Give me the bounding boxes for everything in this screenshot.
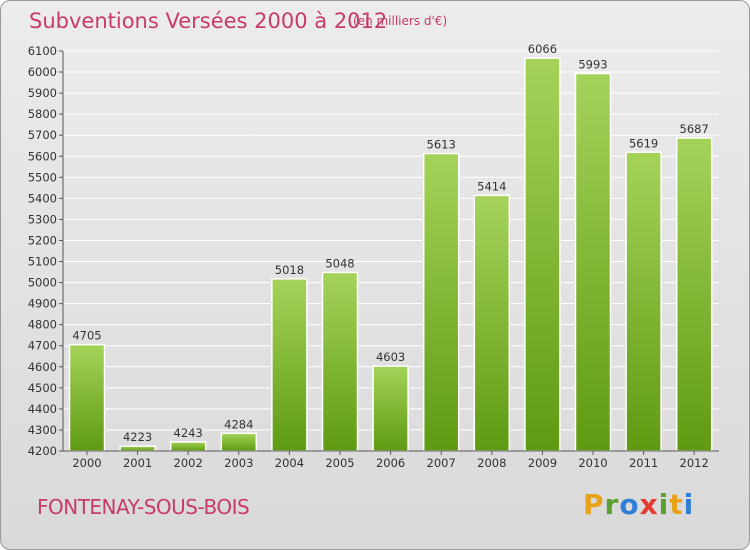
- y-tick-label: 6000: [28, 65, 57, 79]
- chart-subtitle: (en milliers d'€): [353, 14, 448, 28]
- x-tick-label: 2007: [427, 456, 456, 470]
- bar-value-label: 4243: [174, 426, 203, 440]
- logo-letter: i: [683, 488, 695, 521]
- y-tick-label: 4200: [28, 444, 57, 458]
- bar-2000: [68, 343, 106, 452]
- y-tick-label: 5700: [28, 128, 57, 142]
- x-tick-label: 2009: [528, 456, 557, 470]
- y-tick-label: 6100: [28, 44, 57, 58]
- bar-value-label: 6066: [528, 42, 557, 56]
- bar-value-label: 4284: [224, 417, 253, 431]
- y-axis: 4200 4300 4400 4500 4600 4700 4800 4900 5000 5100…: [28, 44, 64, 458]
- y-tick-label: 4400: [28, 402, 57, 416]
- bar-value-label: 5993: [578, 58, 607, 72]
- bar-value-label: 4223: [123, 430, 152, 444]
- bar-value-label: 5619: [629, 136, 658, 150]
- y-tick-label: 5600: [28, 149, 57, 163]
- x-tick-label: 2003: [224, 456, 253, 470]
- logo-letter: t: [669, 488, 684, 521]
- bar-2005: [321, 271, 359, 452]
- x-tick-label: 2006: [376, 456, 405, 470]
- x-tick-label: 2001: [123, 456, 152, 470]
- y-tick-label: 4900: [28, 297, 57, 311]
- x-tick-label: 2002: [174, 456, 203, 470]
- bar-2011: [625, 151, 662, 452]
- x-tick-label: 2008: [477, 456, 506, 470]
- bar-2009: [524, 57, 561, 452]
- bar-2007: [422, 152, 460, 452]
- y-tick-label: 5000: [28, 276, 57, 290]
- bar-2006: [372, 365, 409, 452]
- y-tick-label: 4800: [28, 318, 57, 332]
- bar-2008: [473, 194, 511, 452]
- bars: 4705 4223 4243 4284 5018 5048 4603 5613 5414 6066…: [68, 42, 713, 452]
- y-tick-label: 5300: [28, 212, 57, 226]
- y-tick-label: 5400: [28, 191, 57, 205]
- bar-value-label: 5687: [680, 122, 709, 136]
- bar-2001: [119, 445, 156, 452]
- logo-letter: x: [639, 488, 659, 521]
- x-tick-label: 2010: [578, 456, 607, 470]
- x-tick-label: 2005: [325, 456, 354, 470]
- bar-2002: [169, 441, 207, 452]
- bar-2010: [574, 72, 612, 452]
- y-tick-label: 4600: [28, 360, 57, 374]
- bar-value-label: 5414: [477, 179, 506, 193]
- y-tick-label: 5900: [28, 86, 57, 100]
- logo-letter: P: [583, 488, 605, 521]
- bar-2003: [220, 432, 258, 452]
- y-tick-label: 5500: [28, 170, 57, 184]
- chart-title: Subventions Versées 2000 à 2012: [29, 9, 388, 33]
- x-tick-label: 2000: [72, 456, 101, 470]
- y-tick-label: 4300: [28, 423, 57, 437]
- logo-letter: r: [604, 488, 620, 521]
- bar-value-label: 5613: [427, 138, 456, 152]
- y-tick-label: 5800: [28, 107, 57, 121]
- bar-2004: [271, 278, 308, 452]
- y-tick-label: 4500: [28, 381, 57, 395]
- y-tick-label: 5100: [28, 255, 57, 269]
- proxiti-logo: Proxiti: [583, 488, 694, 521]
- place-name: FONTENAY-SOUS-BOIS: [37, 495, 250, 519]
- logo-letter: i: [658, 488, 670, 521]
- bar-value-label: 4603: [376, 350, 405, 364]
- bar-value-label: 5018: [275, 263, 304, 277]
- logo-letter: o: [619, 488, 640, 521]
- bar-value-label: 4705: [72, 329, 101, 343]
- y-tick-label: 4700: [28, 339, 57, 353]
- bar-2012: [675, 137, 713, 452]
- x-tick-label: 2004: [275, 456, 304, 470]
- x-tick-label: 2011: [629, 456, 658, 470]
- x-tick-label: 2012: [680, 456, 709, 470]
- y-tick-label: 5200: [28, 233, 57, 247]
- x-axis: 2000 2001 2002 2003 2004 2005 2006 2007 2008 2009…: [63, 450, 719, 470]
- bar-value-label: 5048: [325, 256, 354, 270]
